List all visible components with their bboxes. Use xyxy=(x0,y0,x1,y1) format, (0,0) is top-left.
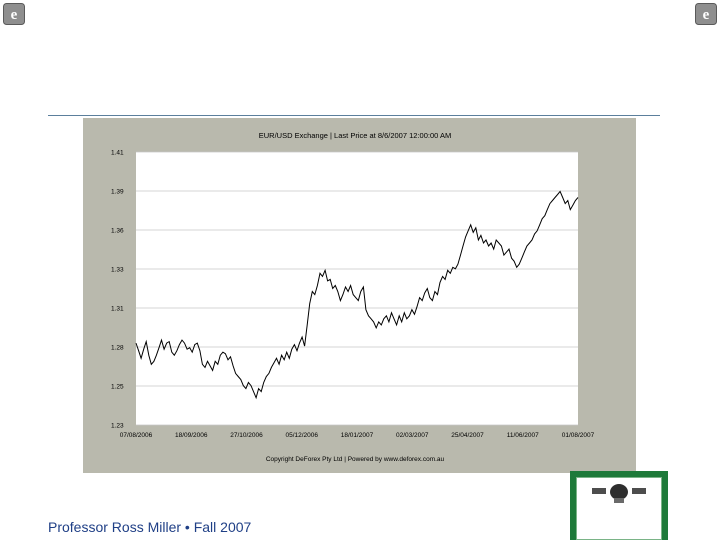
ie-logo-icon[interactable]: e xyxy=(3,3,25,25)
eagle-emblem xyxy=(592,484,646,503)
y-tick-label: 1.41 xyxy=(111,150,124,157)
exchange-rate-chart: EUR/USD Exchange | Last Price at 8/6/200… xyxy=(111,131,595,463)
certificate-icon xyxy=(570,471,668,540)
plot-area xyxy=(136,152,578,425)
y-tick-label: 1.23 xyxy=(111,423,124,430)
y-tick-label: 1.36 xyxy=(111,228,124,235)
y-tick-label: 1.25 xyxy=(111,384,124,391)
ie-logo-icon[interactable]: e xyxy=(695,3,717,25)
y-tick-label: 1.39 xyxy=(111,189,124,196)
chart-title: EUR/USD Exchange | Last Price at 8/6/200… xyxy=(259,131,451,140)
y-tick-label: 1.28 xyxy=(111,345,124,352)
y-tick-label: 1.31 xyxy=(111,306,124,313)
chart-frame: EUR/USD Exchange | Last Price at 8/6/200… xyxy=(83,118,636,473)
x-tick-label: 25/04/2007 xyxy=(451,432,484,439)
svg-text:e: e xyxy=(703,7,710,23)
x-tick-label: 02/03/2007 xyxy=(396,432,429,439)
series-line xyxy=(135,190,579,400)
y-tick-label: 1.33 xyxy=(111,267,124,274)
x-tick-label: 18/09/2006 xyxy=(175,432,208,439)
svg-text:e: e xyxy=(11,7,18,23)
x-tick-label: 18/01/2007 xyxy=(341,432,374,439)
x-tick-label: 27/10/2006 xyxy=(230,432,263,439)
x-tick-label: 11/06/2007 xyxy=(507,432,539,439)
footer-credit: Professor Ross Miller • Fall 2007 xyxy=(48,519,252,535)
x-tick-label: 07/08/2006 xyxy=(120,432,153,439)
chart-copyright: Copyright DeForex Pty Ltd | Powered by w… xyxy=(266,456,445,463)
x-tick-label: 05/12/2006 xyxy=(285,432,318,439)
title-divider xyxy=(48,115,660,116)
x-tick-label: 01/08/2007 xyxy=(562,432,595,439)
